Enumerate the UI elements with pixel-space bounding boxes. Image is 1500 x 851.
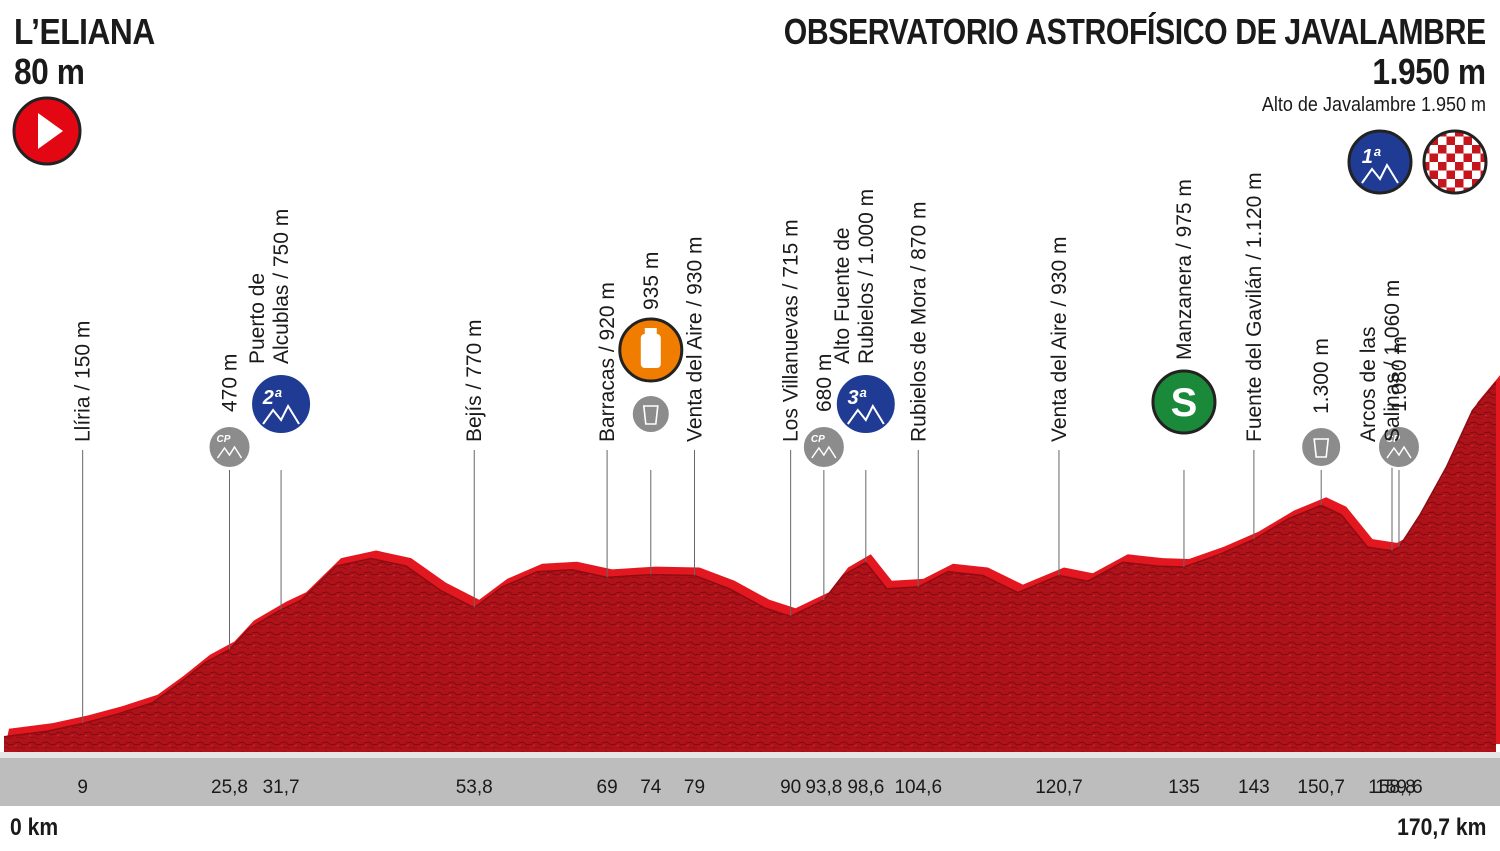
waypoint-label-line: Los Villanuevas / 715 m	[780, 219, 803, 442]
waypoint-label: 1.300 m	[1310, 338, 1333, 414]
waypoint-label: 680 m	[813, 354, 836, 412]
play-glyph	[38, 113, 63, 149]
waypoint-label-line: Puerto de	[246, 273, 269, 364]
waypoint-label-line: Barracas / 920 m	[596, 282, 619, 442]
waypoint-label-line: 1.300 m	[1310, 338, 1333, 414]
waypoint-label-line: Fuente del Gavilán / 1.120 m	[1243, 172, 1266, 442]
waypoint-label-line: Rubielos / 1.000 m	[855, 189, 878, 364]
km-tick-label: 25,8	[211, 777, 248, 798]
checkpoint-icon-label: CP	[811, 434, 825, 445]
km-tick-label: 135	[1168, 777, 1200, 798]
waypoint-label: Los Villanuevas / 715 m	[780, 219, 803, 442]
waypoint-label: Rubielos de Mora / 870 m	[907, 202, 930, 442]
waypoint-label-line: Alcublas / 750 m	[270, 209, 293, 364]
waypoint-label: Puerto de Alcublas / 750 m	[246, 209, 293, 364]
waypoint-label: 1.080 m	[1388, 336, 1411, 412]
mountain-glyph	[216, 445, 243, 459]
bin-glyph	[642, 405, 659, 425]
bottle-cap-glyph	[644, 328, 657, 335]
waypoint-label-line: Alto Fuente de	[831, 227, 854, 364]
sprint-icon	[1151, 369, 1217, 435]
km-tick-label: 31,7	[263, 777, 300, 798]
mountain-glyph	[846, 403, 885, 425]
waypoint-label-line: 680 m	[813, 354, 836, 412]
waypoint-label: Arcos de las Salinas / 1.060 m	[1357, 280, 1404, 442]
km-tick-label: 98,6	[847, 777, 884, 798]
finish-km-label: 170,7 km	[1396, 814, 1486, 841]
waypoint-label: 935 m	[640, 252, 663, 310]
waste-zone-icon	[630, 394, 671, 434]
km-tick-label: 120,7	[1035, 777, 1083, 798]
waypoint-label-line: Llíria / 150 m	[72, 321, 95, 442]
mountain-glyph	[1361, 162, 1399, 184]
checkpoint-icon	[801, 425, 846, 469]
summit-note: Alto de Javalambre 1.950 m	[1261, 94, 1486, 116]
waypoint-label-line: Rubielos de Mora / 870 m	[907, 202, 930, 442]
waypoint-label-line: Venta del Aire / 930 m	[1048, 237, 1071, 442]
waste-zone-icon	[1300, 426, 1343, 468]
sprint-icon-label: S	[1171, 381, 1198, 425]
waypoint-label-line: 935 m	[640, 252, 663, 310]
mountain-glyph	[1386, 445, 1412, 459]
checkpoint-icon	[207, 425, 252, 469]
km-tick-label: 159,6	[1375, 777, 1423, 798]
waypoint-label-line: Venta del Aire / 930 m	[683, 237, 706, 442]
finish-flag-icon	[1425, 132, 1485, 192]
km-tick-label: 158,8	[1368, 777, 1416, 798]
profile-area	[4, 382, 1496, 752]
profile-ridge	[3, 381, 1497, 738]
checkpoint-icon-label: CP	[1386, 434, 1400, 445]
km-tick-label: 69	[597, 777, 618, 798]
waypoint-label-line: Manzanera / 975 m	[1173, 179, 1196, 360]
waypoint-label: Bejís / 770 m	[463, 319, 486, 442]
checkpoint-icon-label: CP	[217, 434, 231, 445]
finish-altitude: 1.950 m	[1372, 51, 1487, 92]
checkpoint-icon	[1376, 425, 1421, 469]
waypoint-label-line: Arcos de las	[1357, 326, 1380, 442]
start-km-label: 0 km	[10, 814, 59, 841]
km-tick-label: 74	[640, 777, 662, 798]
km-tick-label: 93,8	[805, 777, 842, 798]
km-tick-label: 9	[77, 777, 88, 798]
finish-kom-category-label: 1ª	[1362, 146, 1381, 168]
km-axis-band	[0, 758, 1500, 806]
start-altitude: 80 m	[14, 51, 85, 92]
mountain-glyph	[811, 445, 837, 459]
km-tick-label: 143	[1238, 777, 1270, 798]
waypoint-label-line: 1.080 m	[1388, 336, 1411, 412]
km-tick-label: 90	[780, 777, 801, 798]
start-town-name: L’ELIANA	[14, 11, 155, 52]
km-axis-edge	[0, 752, 1500, 758]
bin-glyph	[1313, 438, 1330, 458]
mountain-glyph	[262, 403, 300, 425]
waypoint-label-line: Bejís / 770 m	[463, 319, 486, 442]
waypoint-label: Alto Fuente de Rubielos / 1.000 m	[831, 189, 878, 364]
waypoint-label: Llíria / 150 m	[72, 321, 95, 442]
kom-category-label: 2ª	[262, 387, 282, 409]
km-tick-label: 79	[684, 777, 705, 798]
finish-town-name: OBSERVATORIO ASTROFÍSICO DE JAVALAMBRE	[783, 11, 1486, 52]
waypoint-label: Venta del Aire / 930 m	[1048, 237, 1071, 442]
finish-flag-border	[1422, 129, 1488, 195]
kom-category-label: 3ª	[848, 387, 867, 409]
km-tick-label: 104,6	[894, 777, 942, 798]
bottle-glyph	[640, 334, 661, 368]
waypoint-label: Manzanera / 975 m	[1173, 179, 1196, 360]
waypoint-label-line: Salinas / 1.060 m	[1381, 280, 1404, 442]
km-tick-label: 53,8	[456, 777, 493, 798]
waypoint-label: Barracas / 920 m	[596, 282, 619, 442]
waypoint-label: 470 m	[219, 354, 242, 412]
km-tick-label: 150,7	[1297, 777, 1345, 798]
waypoint-label: Venta del Aire / 930 m	[683, 237, 706, 442]
waypoint-label-line: 470 m	[219, 354, 242, 412]
waypoint-label: Fuente del Gavilán / 1.120 m	[1243, 172, 1266, 442]
